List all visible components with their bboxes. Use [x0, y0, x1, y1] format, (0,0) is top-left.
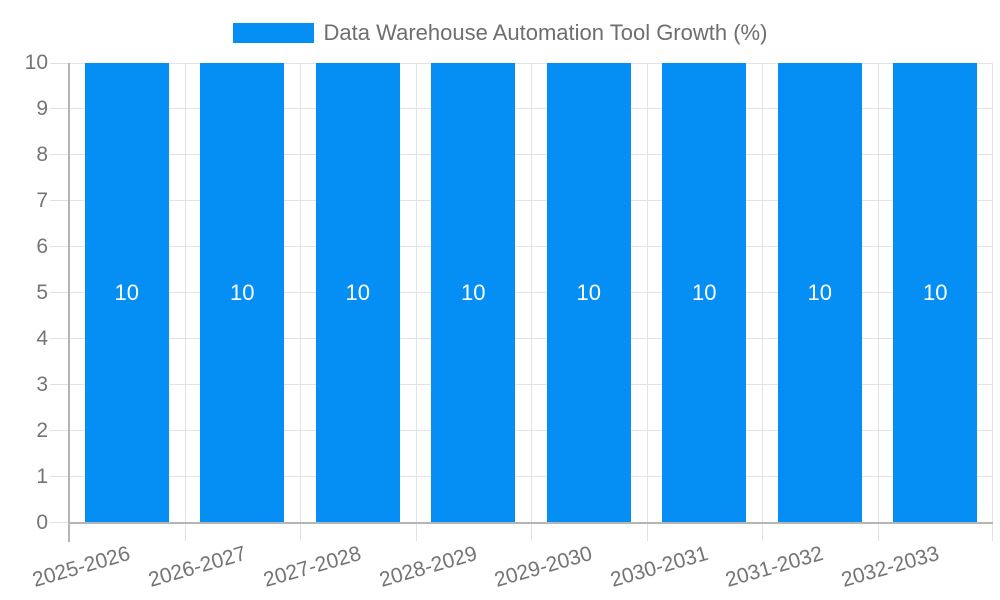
bar-value-label: 10: [807, 280, 832, 305]
bar[interactable]: 10: [84, 63, 169, 523]
y-tick: [50, 476, 69, 477]
v-gridline: [877, 63, 879, 523]
x-tick: [531, 523, 532, 541]
x-tick-label: 2027-2028: [261, 542, 365, 592]
y-tick-label: 8: [36, 143, 48, 166]
plot-area: 0 1 2 3 4 5 6 7 8 9 10 10 10 10 10 10 10 10 10 2025-2026 202…: [25, 51, 993, 592]
x-tick-label: 2032-2033: [838, 542, 942, 592]
bar-value-label: 10: [461, 280, 486, 305]
y-axis-line: [68, 63, 70, 542]
x-tick: [762, 523, 763, 541]
legend-label: Data Warehouse Automation Tool Growth (%…: [323, 20, 768, 45]
bar[interactable]: 10: [546, 63, 631, 523]
y-tick-label: 2: [36, 419, 48, 442]
x-tick: [646, 523, 648, 541]
y-tick-label: 4: [36, 327, 48, 350]
v-gridline: [300, 63, 301, 523]
x-tick: [300, 523, 301, 541]
y-tick-label: 7: [36, 189, 48, 212]
y-tick-label: 0: [36, 511, 48, 534]
y-tick: [50, 384, 69, 385]
x-tick: [877, 523, 879, 541]
v-gridline: [992, 63, 993, 523]
bar[interactable]: 10: [777, 63, 862, 523]
y-tick: [50, 430, 69, 431]
bar[interactable]: 10: [315, 63, 400, 523]
y-tick: [50, 200, 69, 201]
x-tick-label: 2029-2030: [492, 542, 596, 592]
bar-value-label: 10: [345, 280, 370, 305]
v-gridline: [646, 63, 648, 523]
y-tick: [50, 246, 69, 247]
v-gridline: [184, 63, 186, 523]
bar-value-label: 10: [230, 280, 255, 305]
x-tick-label: 2030-2031: [607, 542, 711, 592]
y-tick-label: 10: [24, 51, 48, 74]
legend-swatch-icon: [232, 23, 314, 43]
bar-value-label: 10: [692, 280, 717, 305]
x-tick-label: 2026-2027: [145, 542, 249, 592]
bar-value-label: 10: [114, 280, 139, 305]
v-gridline: [531, 63, 532, 523]
y-tick: [50, 154, 69, 155]
y-tick: [50, 522, 69, 523]
bar[interactable]: 10: [893, 63, 978, 523]
x-tick: [415, 523, 417, 541]
x-tick: [992, 523, 993, 541]
bar[interactable]: 10: [200, 63, 285, 523]
v-gridline: [415, 63, 417, 523]
x-tick-label: 2028-2029: [376, 542, 480, 592]
x-tick: [184, 523, 186, 541]
y-tick: [50, 292, 69, 293]
y-tick-label: 5: [36, 281, 48, 304]
v-gridline: [762, 63, 763, 523]
y-tick-label: 6: [36, 235, 48, 258]
y-tick-label: 3: [36, 373, 48, 396]
y-tick: [50, 338, 69, 339]
bar-value-label: 10: [923, 280, 948, 305]
x-tick-label: 2025-2026: [30, 542, 134, 592]
bar[interactable]: 10: [431, 63, 516, 523]
x-axis-line: [69, 522, 993, 524]
y-tick-label: 1: [36, 465, 48, 488]
legend[interactable]: Data Warehouse Automation Tool Growth (%…: [0, 19, 1000, 47]
bar-value-label: 10: [576, 280, 601, 305]
y-tick: [50, 63, 69, 64]
x-tick-label: 2031-2032: [723, 542, 827, 592]
y-tick: [50, 108, 69, 109]
y-tick-label: 9: [36, 97, 48, 120]
bar[interactable]: 10: [662, 63, 747, 523]
